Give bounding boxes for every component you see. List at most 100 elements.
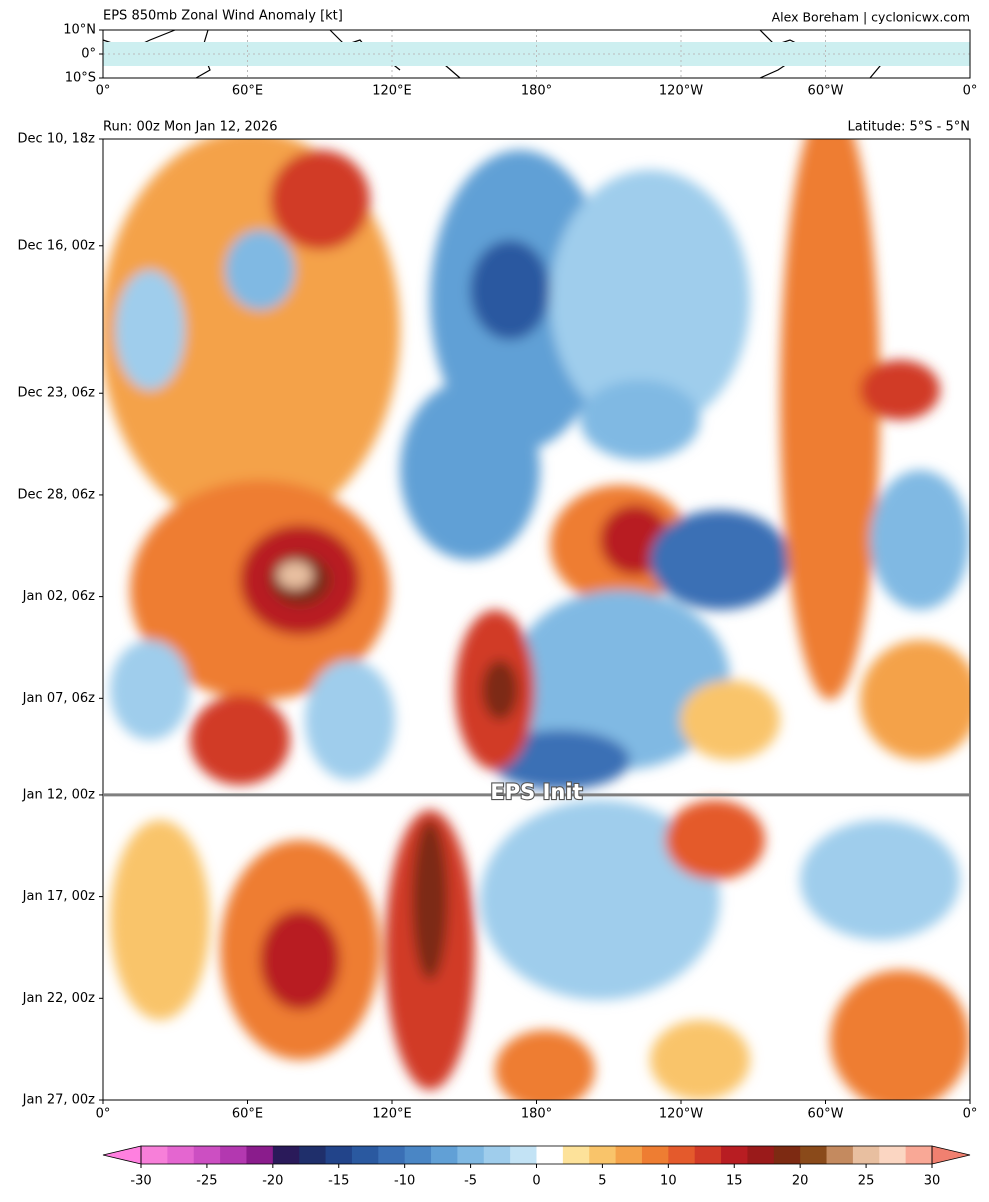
colorbar-swatch (800, 1146, 828, 1164)
colorbar-swatch (404, 1146, 432, 1164)
latitude-label: Latitude: 5°S - 5°N (848, 120, 971, 135)
colorbar-tick-label: -10 (394, 1174, 415, 1189)
anomaly-shading (650, 1020, 750, 1100)
x-tick-label: 60°E (232, 1107, 263, 1122)
anomaly-shading (190, 695, 290, 785)
anomaly-shading (225, 230, 295, 310)
map-y-tick-label: 0° (81, 47, 96, 62)
colorbar-swatch (905, 1146, 933, 1164)
colorbar-swatch (826, 1146, 854, 1164)
annotation: EPS Init (490, 780, 582, 804)
colorbar-swatch (272, 1146, 300, 1164)
y-tick-label: Jan 07, 06z (22, 691, 96, 706)
colorbar-swatch (879, 1146, 907, 1164)
y-tick-label: Dec 16, 00z (18, 238, 96, 253)
map-y-tick-label: 10°S (65, 71, 96, 86)
colorbar-tick-label: 30 (924, 1174, 941, 1189)
colorbar-swatch (510, 1146, 537, 1164)
anomaly-shading (510, 590, 730, 770)
colorbar-swatch (193, 1146, 221, 1164)
x-tick-label: 120°W (659, 1107, 703, 1122)
x-tick-label: 0° (963, 1107, 978, 1122)
colorbar-tick-label: 20 (792, 1174, 809, 1189)
anomaly-shading (665, 800, 765, 880)
colorbar-extend-max (931, 1145, 971, 1165)
anomaly-shading (400, 380, 540, 560)
anomaly-shading (260, 910, 340, 1010)
anomaly-shading (470, 240, 550, 340)
colorbar-swatch (694, 1146, 722, 1164)
y-tick-label: Dec 23, 06z (18, 386, 96, 401)
colorbar-swatch (141, 1146, 168, 1164)
colorbar-tick-label: 15 (726, 1174, 743, 1189)
credit: Alex Boreham | cyclonicwx.com (772, 10, 970, 25)
colorbar-tick-label: -30 (130, 1174, 151, 1189)
y-tick-label: Jan 17, 00z (22, 889, 96, 904)
colorbar-swatch (457, 1146, 485, 1164)
anomaly-shading (680, 680, 780, 760)
anomaly-shading (780, 139, 880, 700)
colorbar-swatch (668, 1146, 696, 1164)
anomaly-shading (550, 170, 750, 430)
colorbar-swatch (325, 1146, 353, 1164)
colorbar-swatch (562, 1146, 590, 1164)
colorbar-swatch (220, 1146, 247, 1164)
map-x-tick-label: 120°W (659, 84, 703, 99)
anomaly-shading (495, 1030, 595, 1100)
anomaly-field (103, 139, 970, 1100)
y-tick-label: Dec 10, 18z (18, 132, 96, 147)
anomaly-shading (270, 150, 370, 250)
anomaly-shading (650, 510, 790, 610)
x-tick-label: 0° (96, 1107, 111, 1122)
colorbar-tick-label: -20 (262, 1174, 283, 1189)
y-tick-label: Jan 27, 00z (22, 1093, 96, 1108)
colorbar-tick-label: 10 (660, 1174, 677, 1189)
colorbar-swatch (536, 1146, 564, 1164)
colorbar-swatch (721, 1146, 748, 1164)
anomaly-shading (412, 820, 448, 980)
anomaly-shading (110, 820, 210, 1020)
anomaly-shading (580, 380, 700, 460)
y-tick-label: Dec 28, 06z (18, 487, 96, 502)
colorbar-swatch (589, 1146, 617, 1164)
anomaly-shading (482, 660, 518, 720)
colorbar-swatch (167, 1146, 195, 1164)
run-label: Run: 00z Mon Jan 12, 2026 (103, 120, 278, 135)
map-frame (102, 29, 971, 79)
y-tick-label: Jan 22, 00z (22, 991, 96, 1006)
colorbar-tick-label: 0 (532, 1174, 540, 1189)
colorbar-extend-min (102, 1145, 142, 1165)
y-tick-label: Jan 02, 06z (22, 589, 96, 604)
anomaly-shading (870, 470, 970, 610)
anomaly-shading (860, 640, 970, 760)
x-tick-label: 120°E (372, 1107, 412, 1122)
colorbar-tick-label: -25 (196, 1174, 217, 1189)
map-x-tick-label: 0° (96, 84, 111, 99)
colorbar-swatch (615, 1146, 643, 1164)
chart-title: EPS 850mb Zonal Wind Anomaly [kt] (103, 9, 343, 24)
map-x-tick-label: 120°E (372, 84, 412, 99)
anomaly-shading (305, 660, 395, 780)
anomaly-shading (110, 640, 190, 740)
colorbar-swatch (246, 1146, 274, 1164)
colorbar-tick-label: 25 (858, 1174, 875, 1189)
anomaly-shading (490, 730, 630, 790)
colorbar-tick-label: 5 (598, 1174, 606, 1189)
colorbar-swatch (299, 1146, 327, 1164)
colorbar-swatch (351, 1146, 379, 1164)
map-x-tick-label: 0° (963, 84, 978, 99)
map-x-tick-label: 60°W (808, 84, 844, 99)
colorbar-swatch (773, 1146, 801, 1164)
colorbar-swatch (747, 1146, 775, 1164)
anomaly-shading (860, 360, 940, 420)
anomaly-shading (800, 820, 960, 940)
colorbar-tick-label: -5 (464, 1174, 477, 1189)
colorbar-swatch (852, 1146, 880, 1164)
colorbar-swatch (378, 1146, 406, 1164)
x-tick-label: 180° (521, 1107, 552, 1122)
colorbar-swatch (641, 1146, 669, 1164)
y-tick-label: Jan 12, 00z (22, 787, 96, 802)
anomaly-shading (480, 800, 720, 1000)
anomaly-shading (830, 970, 970, 1100)
